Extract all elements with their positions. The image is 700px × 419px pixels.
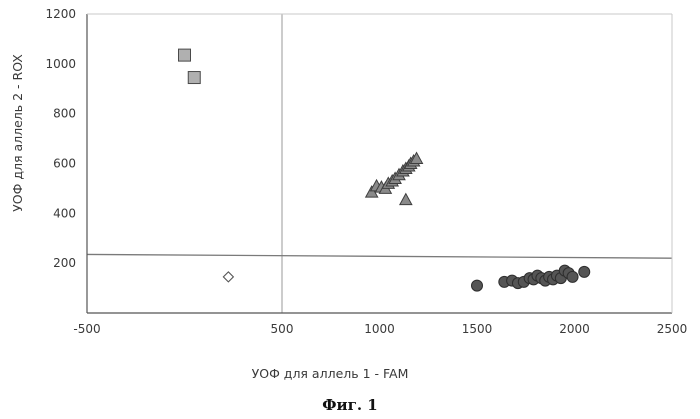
x-tick-label: -500 [73,322,100,336]
square-point [179,49,191,61]
circle-point [472,280,483,291]
y-tick-label: 200 [53,256,76,270]
x-tick-label: 1500 [462,322,493,336]
circle-point [567,271,578,282]
triangle-point [400,194,412,205]
x-axis-title: УОФ для аллель 1 - FAM [252,366,409,381]
figure-caption: Фиг. 1 [322,396,377,414]
y-tick-label: 1000 [45,57,76,71]
x-tick-label: 500 [271,322,294,336]
y-tick-label: 600 [53,157,76,171]
circle-point [579,266,590,277]
x-tick-label: 1000 [364,322,395,336]
x-tick-label: 2000 [559,322,590,336]
tick-labels: -500 500 1000 1500 2000 2500 200 400 600 800 1000 1… [45,7,687,336]
diamond-point [223,272,233,282]
square-point [188,72,200,84]
y-tick-label: 800 [53,107,76,121]
y-tick-label: 400 [53,206,76,220]
y-axis-title: УОФ для аллель 2 - ROX [10,54,25,212]
y-tick-label: 1200 [45,7,76,21]
x-tick-label: 2500 [657,322,688,336]
horizontal-threshold-line [87,254,672,258]
